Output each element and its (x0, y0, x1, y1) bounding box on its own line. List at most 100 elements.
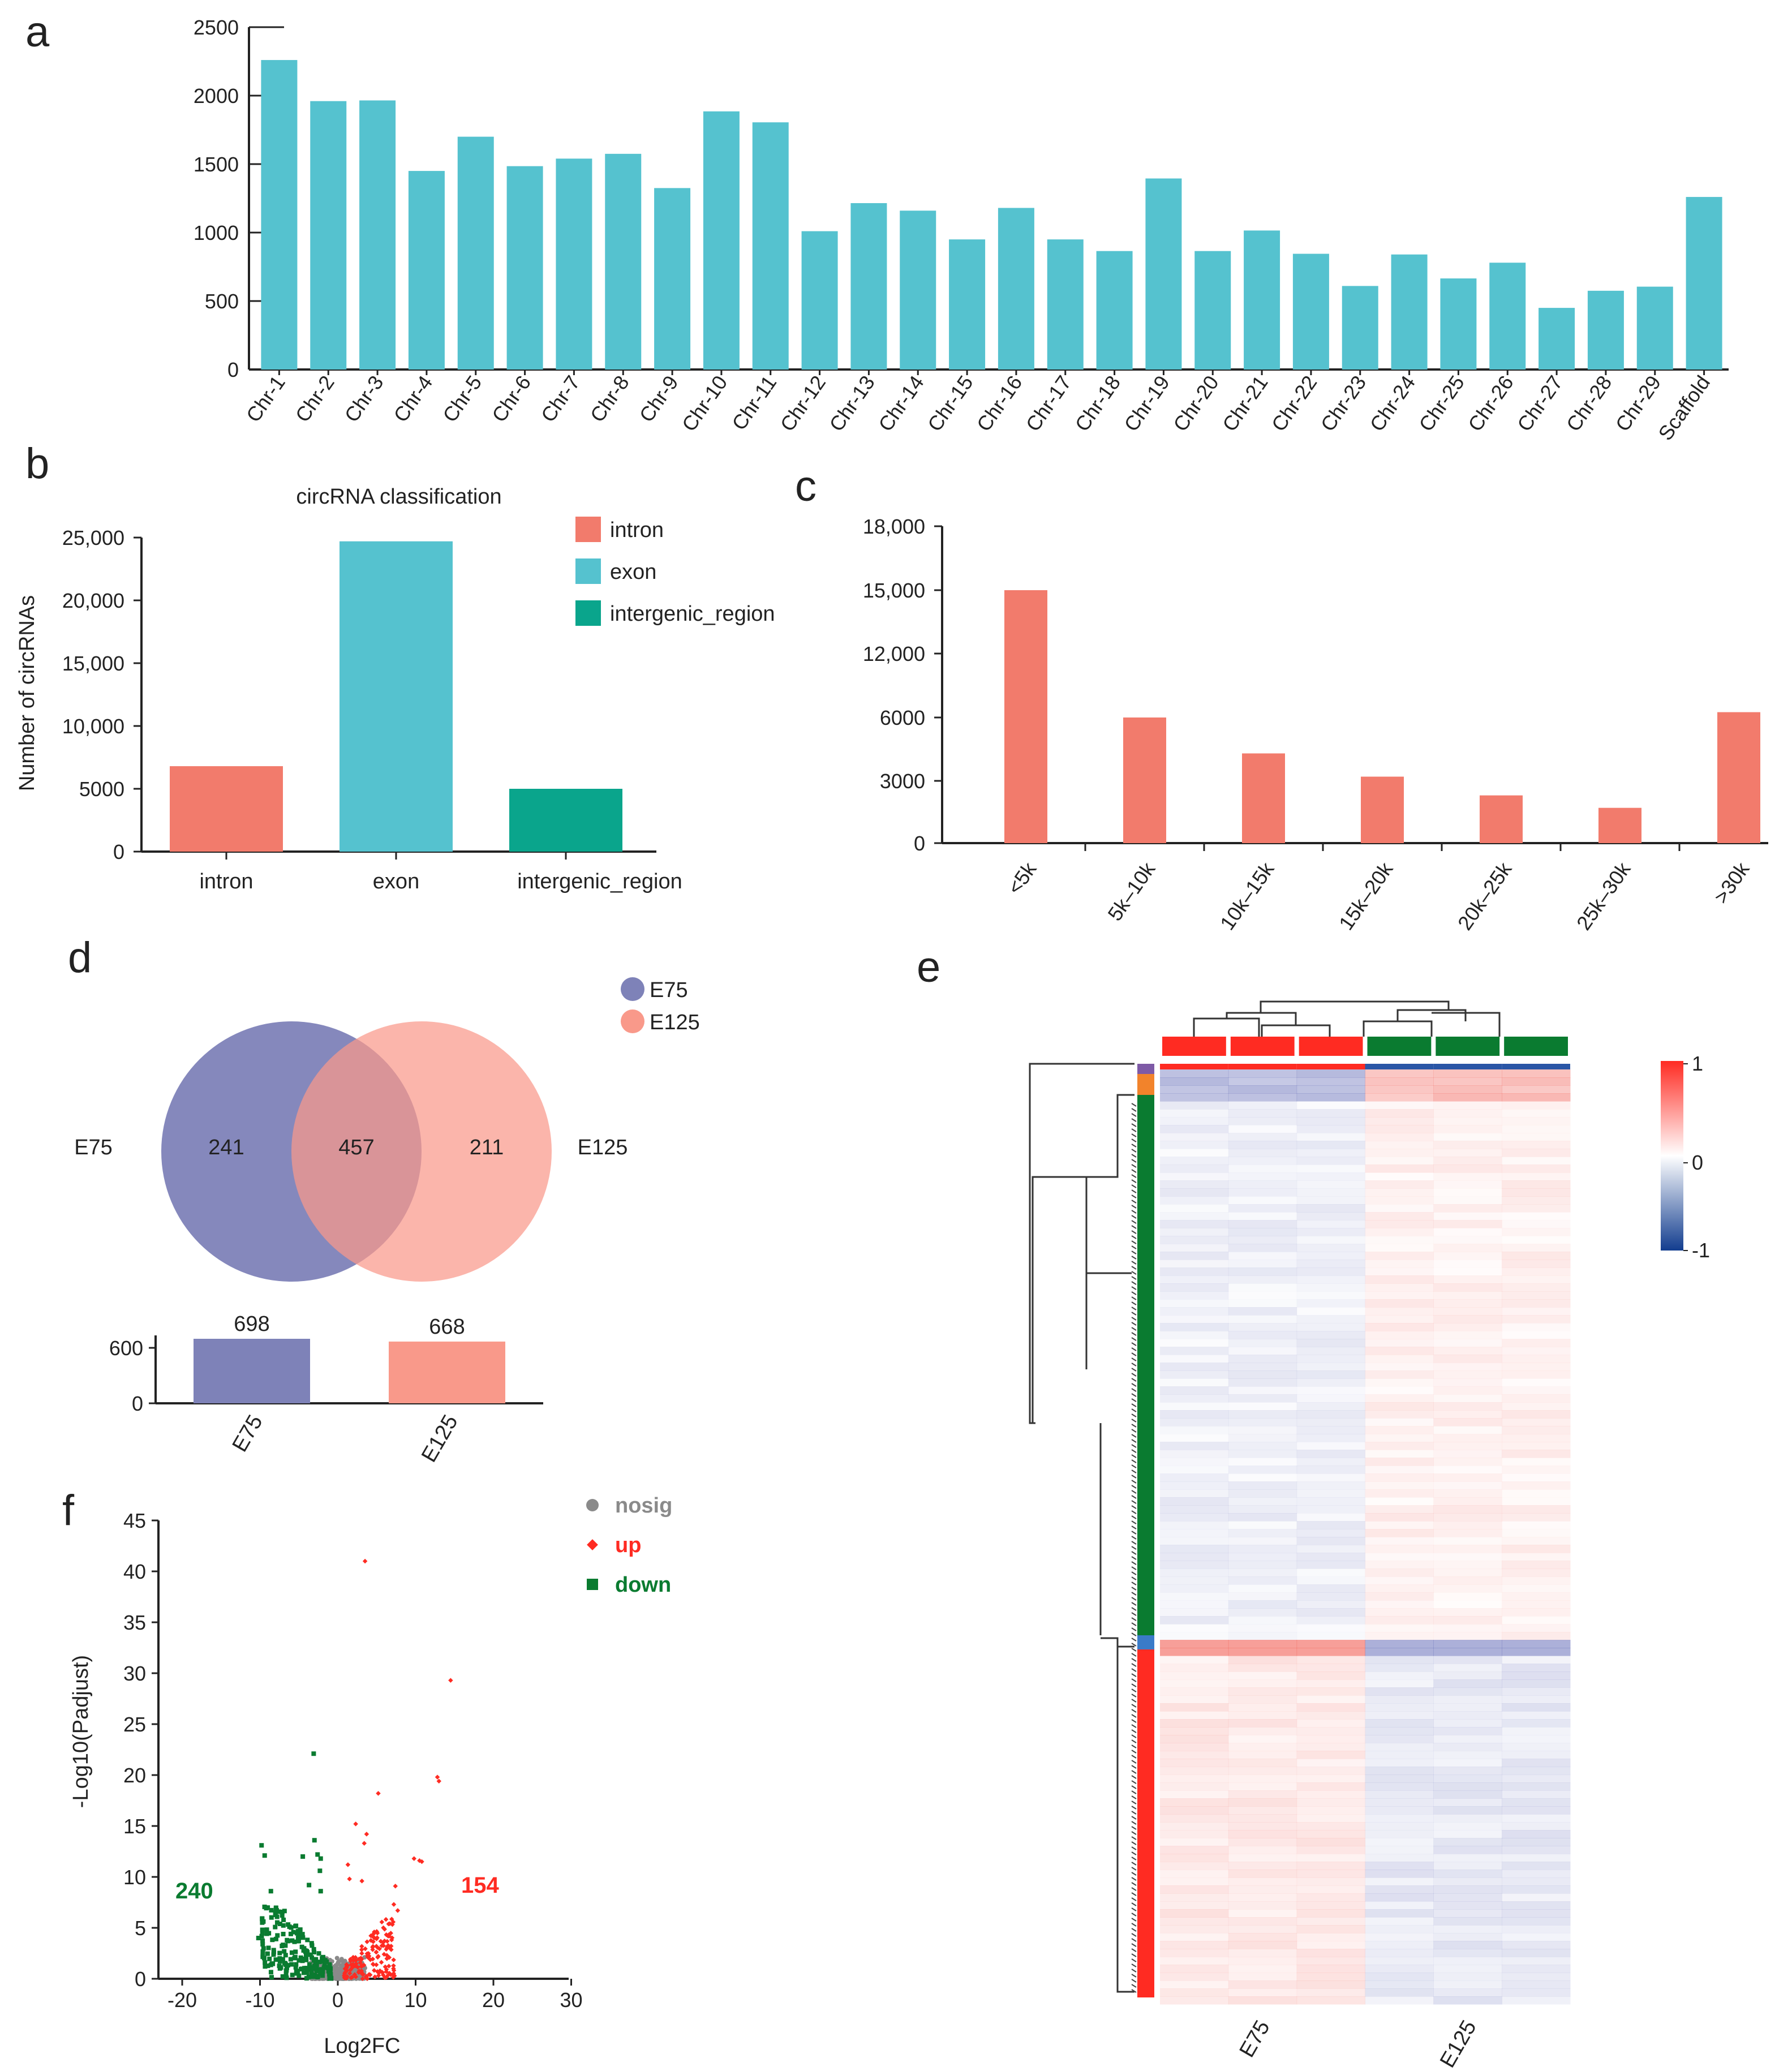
heatmap-cell (1365, 1759, 1434, 1767)
point-down (261, 1919, 266, 1924)
x-tick-label: Chr-10 (677, 371, 732, 436)
heatmap-cell (1502, 1624, 1571, 1632)
heatmap-cell (1296, 1085, 1365, 1094)
row-dendrogram-leaf (1131, 1515, 1137, 1519)
heatmap-cell (1228, 1275, 1297, 1284)
heatmap-cell (1502, 1941, 1571, 1949)
heatmap-cell (1365, 1711, 1434, 1720)
point-down (318, 1889, 323, 1894)
heatmap-cell (1160, 1410, 1229, 1419)
point-down (318, 1971, 323, 1976)
point-down (321, 1965, 326, 1970)
point-down (317, 1967, 322, 1972)
heatmap-cell (1296, 1798, 1365, 1807)
heatmap-cell (1433, 1830, 1502, 1838)
heatmap-cell (1502, 1378, 1570, 1387)
point-down (311, 1751, 316, 1756)
point-up (344, 1975, 349, 1981)
heatmap-cell (1502, 1172, 1571, 1181)
point-down (256, 1936, 261, 1940)
row-dendrogram-leaf (1131, 1164, 1137, 1168)
heatmap-cell (1365, 1608, 1434, 1617)
row-dendrogram-leaf (1131, 1887, 1137, 1891)
row-dendrogram-leaf (1131, 1923, 1137, 1927)
point-down (277, 1950, 282, 1956)
point-down (296, 1935, 302, 1940)
heatmap-cell (1433, 1252, 1502, 1260)
x-tick-label: Chr-18 (1070, 371, 1125, 436)
heatmap-cell (1433, 1996, 1502, 2005)
heatmap-cell (1502, 1814, 1571, 1823)
heatmap-cell (1502, 1117, 1571, 1125)
row-dendrogram-leaf (1131, 1424, 1137, 1428)
bar-chr-7 (556, 158, 592, 369)
color-scale-label: 1 (1692, 1052, 1703, 1075)
heatmap-cell (1228, 1283, 1297, 1292)
heatmap-cell (1502, 1260, 1571, 1268)
heatmap-cell (1228, 1489, 1297, 1498)
bar-chr-10 (703, 111, 740, 369)
bar-chr-20 (1194, 251, 1231, 369)
row-dendrogram-leaf (1131, 1806, 1137, 1810)
heatmap-cell (1160, 1925, 1229, 1933)
point-up (350, 1962, 355, 1967)
heatmap-cell (1296, 1664, 1365, 1672)
row-dendrogram-leaf (1131, 1113, 1137, 1117)
heatmap-cell (1160, 1228, 1229, 1236)
heatmap-cell (1160, 1204, 1228, 1213)
point-down (274, 1920, 280, 1925)
heatmap-cell (1433, 1228, 1502, 1236)
heatmap-cell (1365, 1117, 1434, 1125)
row-dendrogram-leaf (1131, 1755, 1137, 1759)
point-down (328, 1972, 333, 1977)
heatmap-cell (1296, 1418, 1365, 1427)
row-dendrogram-leaf (1131, 1413, 1137, 1417)
heatmap-cell (1160, 1584, 1229, 1593)
heatmap-cell (1365, 1767, 1434, 1775)
heatmap-cell (1433, 1664, 1502, 1672)
heatmap-cell (1160, 1632, 1228, 1640)
heatmap-cell (1160, 1854, 1229, 1862)
x-tick-label: 5k–10k (1103, 857, 1160, 925)
heatmap-cell (1365, 1260, 1434, 1268)
heatmap-cell (1365, 1838, 1434, 1846)
heatmap-cell (1365, 1133, 1434, 1141)
row-dendrogram-leaf (1131, 1266, 1137, 1270)
heatmap-cell (1228, 1228, 1297, 1236)
heatmap-cell (1433, 1220, 1502, 1228)
legend-label-e75: E75 (650, 978, 688, 1002)
heatmap-cell (1228, 1172, 1297, 1181)
row-dendrogram-leaf (1131, 1322, 1137, 1326)
color-scale-label: 0 (1692, 1151, 1703, 1174)
heatmap-cell (1433, 1355, 1502, 1363)
heatmap-cell (1296, 1545, 1365, 1553)
heatmap-cell (1365, 1893, 1434, 1902)
heatmap-cell (1433, 1561, 1502, 1569)
heatmap-cell (1365, 1996, 1434, 2005)
heatmap-cell (1160, 1870, 1229, 1878)
heatmap-cell (1228, 1133, 1297, 1141)
heatmap-cell (1296, 1973, 1365, 1981)
heatmap-cell (1433, 1553, 1502, 1561)
heatmap-cell (1365, 1149, 1434, 1157)
heatmap-cell (1296, 1537, 1365, 1545)
heatmap-cell (1365, 1664, 1434, 1672)
heatmap-cell (1365, 1204, 1434, 1213)
heatmap-cell (1502, 1719, 1571, 1728)
point-down (283, 1943, 288, 1948)
venn-count-left: 241 (208, 1136, 244, 1159)
point-down (312, 1838, 317, 1843)
heatmap-cell (1160, 1378, 1228, 1387)
venn-side-label-e75: E75 (74, 1136, 113, 1159)
heatmap-cell (1365, 1339, 1434, 1347)
row-dendrogram-leaf (1131, 1174, 1137, 1178)
column-group-annotation (1162, 1037, 1226, 1056)
heatmap-cell (1433, 1901, 1502, 1910)
row-dendrogram-leaf (1131, 1429, 1137, 1433)
row-dendrogram-leaf (1131, 1464, 1137, 1468)
heatmap-cell (1365, 1378, 1434, 1387)
heatmap-cell (1433, 1370, 1502, 1379)
heatmap-cell (1365, 1347, 1434, 1355)
point-up (435, 1774, 440, 1780)
heatmap-cell (1433, 1988, 1502, 1997)
